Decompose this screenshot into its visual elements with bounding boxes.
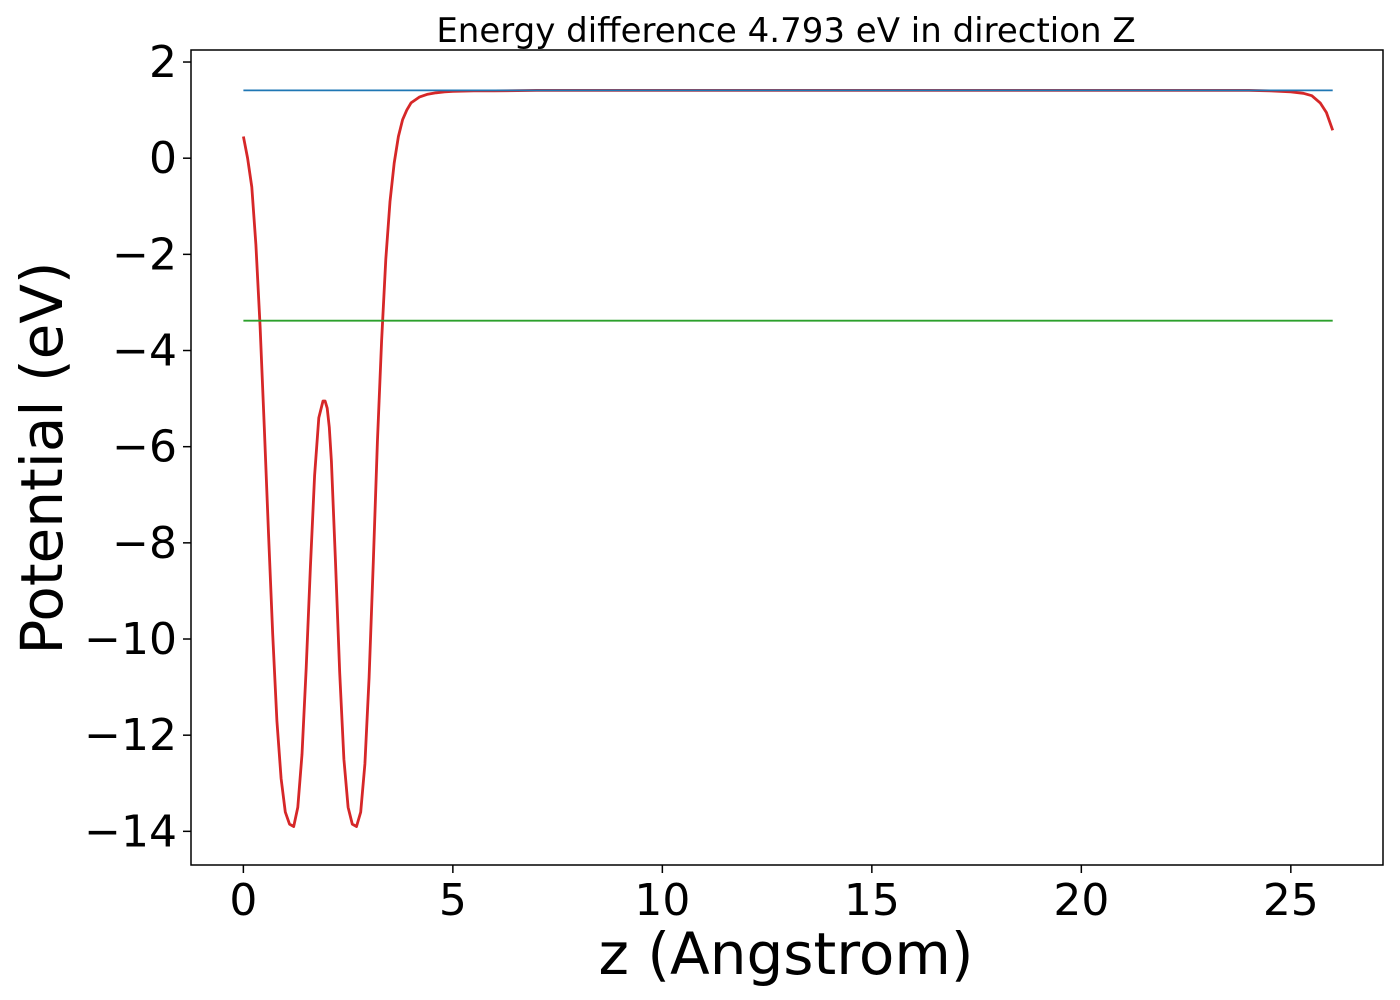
y-tick-label: −14 xyxy=(84,806,177,857)
y-tick-label: −6 xyxy=(112,422,177,473)
x-axis-label: z (Angstrom) xyxy=(599,920,974,988)
chart-title: Energy difference 4.793 eV in direction … xyxy=(436,11,1135,51)
y-tick-label: 0 xyxy=(149,133,177,184)
x-axis: 0 5 10 15 20 25 xyxy=(229,865,1319,926)
x-tick-label: 25 xyxy=(1263,875,1319,926)
y-tick-label: −8 xyxy=(112,518,177,569)
x-tick-label: 0 xyxy=(229,875,257,926)
x-tick-label: 10 xyxy=(634,875,690,926)
series-line-0 xyxy=(242,89,1335,828)
y-axis: 2 0 −2 −4 −6 −8 −10 −12 −14 xyxy=(84,37,191,857)
series-layer xyxy=(242,89,1335,828)
y-tick-label: −12 xyxy=(84,710,177,761)
y-axis-label: Potential (eV) xyxy=(8,261,76,654)
x-tick-label: 15 xyxy=(844,875,900,926)
y-tick-label: −2 xyxy=(112,229,177,280)
y-tick-label: −4 xyxy=(112,326,177,377)
x-tick-label: 20 xyxy=(1053,875,1109,926)
y-tick-label: 2 xyxy=(149,37,177,88)
plot-frame xyxy=(190,49,1384,866)
y-tick-label: −10 xyxy=(84,614,177,665)
x-tick-label: 5 xyxy=(439,875,467,926)
